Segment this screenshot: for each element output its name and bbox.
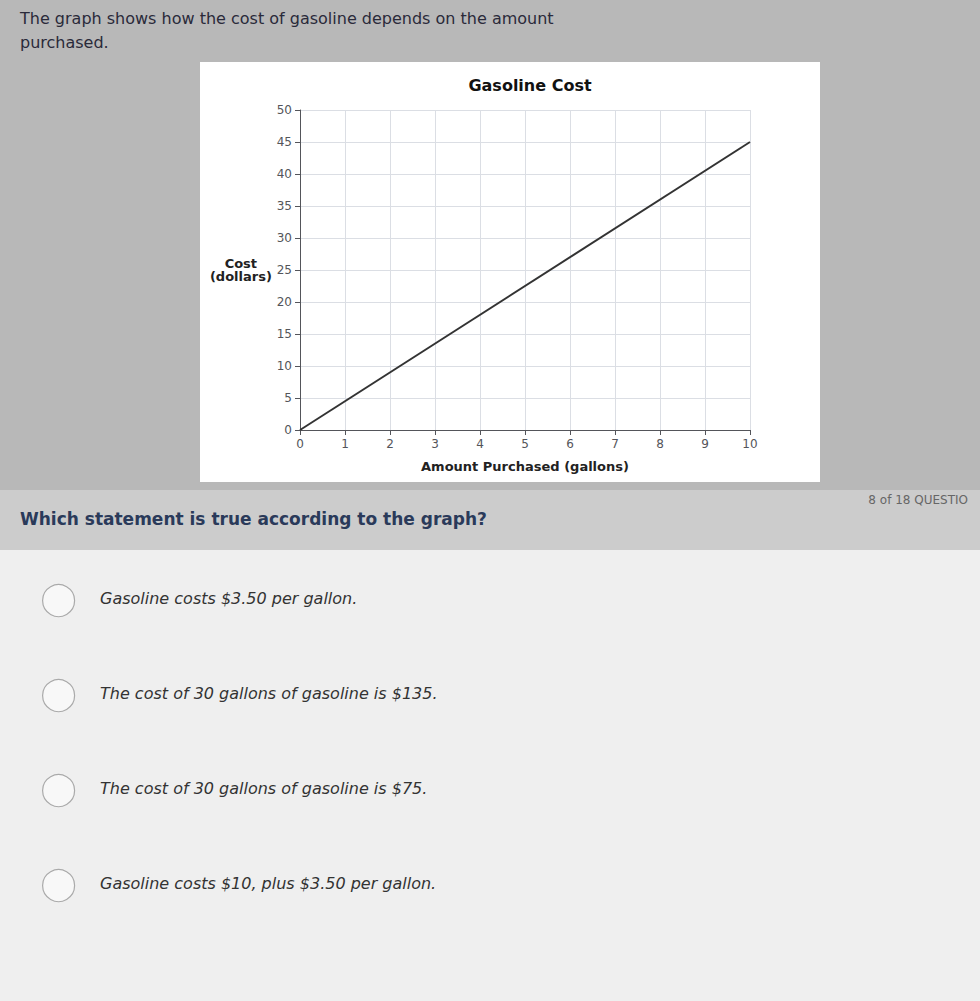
svg-text:(dollars): (dollars) [210, 269, 272, 284]
svg-text:8 of 18 QUESTIO: 8 of 18 QUESTIO [868, 493, 968, 507]
svg-text:Cost: Cost [224, 256, 258, 271]
svg-text:10: 10 [742, 437, 757, 451]
svg-text:7: 7 [611, 437, 619, 451]
svg-text:35: 35 [277, 199, 292, 213]
svg-text:The graph shows how the cost o: The graph shows how the cost of gasoline… [19, 9, 554, 28]
svg-text:40: 40 [277, 167, 292, 181]
svg-text:Gasoline Cost: Gasoline Cost [468, 76, 591, 95]
svg-text:5: 5 [521, 437, 529, 451]
svg-text:50: 50 [277, 103, 292, 117]
svg-text:1: 1 [341, 437, 349, 451]
svg-text:3: 3 [431, 437, 439, 451]
svg-text:5: 5 [284, 391, 292, 405]
svg-text:9: 9 [701, 437, 709, 451]
svg-text:purchased.: purchased. [20, 33, 109, 52]
svg-text:8: 8 [656, 437, 664, 451]
svg-text:The cost of 30 gallons of gaso: The cost of 30 gallons of gasoline is $7… [100, 779, 427, 798]
svg-text:0: 0 [296, 437, 304, 451]
svg-text:0: 0 [284, 423, 292, 437]
svg-text:10: 10 [277, 359, 292, 373]
svg-text:30: 30 [277, 231, 292, 245]
svg-text:15: 15 [277, 327, 292, 341]
svg-text:2: 2 [386, 437, 394, 451]
svg-text:Gasoline costs $10, plus $3.50: Gasoline costs $10, plus $3.50 per gallo… [100, 874, 436, 893]
svg-text:45: 45 [277, 135, 292, 149]
svg-text:25: 25 [277, 263, 292, 277]
svg-text:Amount Purchased (gallons): Amount Purchased (gallons) [421, 459, 629, 474]
svg-text:4: 4 [476, 437, 484, 451]
svg-text:Which statement is true accord: Which statement is true according to the… [20, 509, 487, 529]
svg-text:6: 6 [566, 437, 574, 451]
svg-text:Gasoline costs $3.50 per gallo: Gasoline costs $3.50 per gallon. [100, 589, 357, 608]
svg-text:20: 20 [277, 295, 292, 309]
svg-text:The cost of 30 gallons of gaso: The cost of 30 gallons of gasoline is $1… [100, 684, 438, 703]
